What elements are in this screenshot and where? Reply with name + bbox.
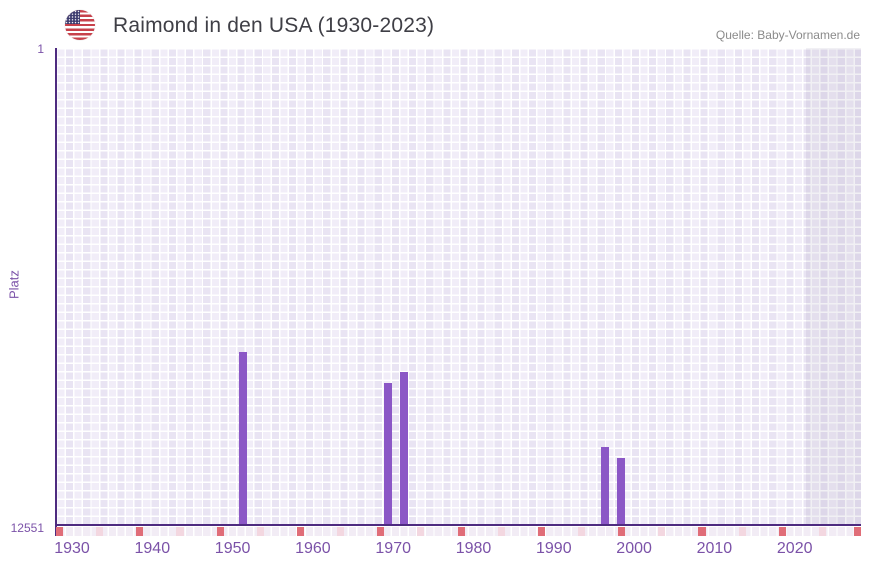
ribbon-marker-red [618,526,626,536]
ribbon-marker-pink [818,526,826,536]
chart-title: Raimond in den USA (1930-2023) [113,14,435,37]
y-axis-line [54,48,57,536]
x-tick-label-2000: 2000 [616,540,652,557]
x-tick-label-1990: 1990 [536,540,572,557]
ribbon-marker-red [457,526,465,536]
y-axis-bottom-tick-label: 12551 [10,521,44,535]
ribbon-marker-pink [176,526,184,536]
y-axis-top-tick-label: 1 [37,42,44,56]
x-tick-label-1980: 1980 [455,540,492,557]
x-tick-label-1940: 1940 [134,540,171,557]
bar-1996[interactable] [600,447,609,524]
ribbon-marker-red [296,526,305,536]
bar-1971[interactable] [399,371,408,524]
x-tick-label-1950: 1950 [214,540,251,557]
ribbon-marker-pink [96,526,104,536]
usa-flag-icon [65,10,95,40]
ribbon-marker-pink [497,526,505,536]
x-tick-label-1970: 1970 [375,540,411,557]
x-axis-ribbon [56,526,861,536]
bar-1969[interactable] [383,383,392,524]
ribbon-marker-red [56,526,64,536]
x-axis-line [55,524,861,526]
ribbon-marker-red [778,526,786,536]
ribbon-marker-red [537,526,545,536]
source-attribution: Quelle: Baby-Vornamen.de [715,28,860,42]
ribbon-marker-pink [417,526,425,536]
ribbon-marker-pink [256,526,264,536]
x-tick-label-1960: 1960 [295,540,331,557]
ribbon-marker-pink [577,526,586,536]
x-tick-label-1930: 1930 [54,540,90,557]
ribbon-marker-pink [738,526,746,536]
bar-1951[interactable] [239,352,248,524]
x-tick-label-2020: 2020 [776,540,813,557]
ribbon-marker-pink [337,526,345,536]
bar-1998[interactable] [616,457,625,524]
ribbon-marker-red [216,526,224,536]
y-axis-title: Platz [6,270,22,299]
ribbon-marker-red [136,526,144,536]
ribbon-marker-red [698,526,706,536]
x-tick-label-2010: 2010 [696,540,733,557]
ribbon-marker-pink [658,526,666,536]
right-shaded-band [806,48,861,524]
ribbon-marker-red [853,526,861,536]
ribbon-marker-red [377,526,385,536]
plot-area [56,48,861,524]
